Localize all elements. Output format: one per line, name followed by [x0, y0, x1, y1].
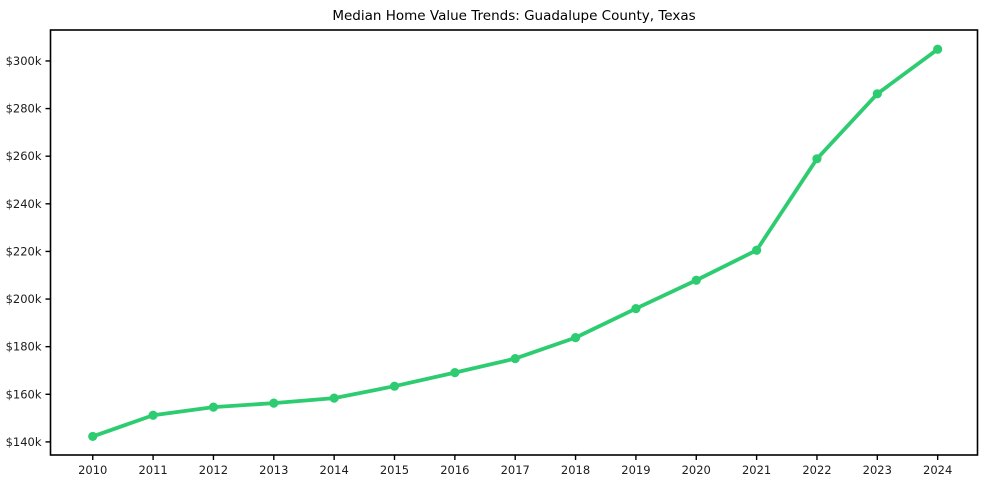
x-tick-label-2013: 2013	[259, 463, 288, 477]
x-tick-label-2016: 2016	[440, 463, 469, 477]
x-tick-label-2011: 2011	[138, 463, 167, 477]
data-point-2011	[148, 410, 158, 420]
y-tick-label-160k: $160k	[6, 387, 42, 401]
data-point-2021	[752, 245, 762, 255]
plot-border	[49, 29, 979, 456]
y-tick-label-260k: $260k	[6, 149, 42, 163]
x-tick-label-2024: 2024	[923, 463, 952, 477]
data-point-2023	[872, 89, 882, 99]
x-tick-label-2012: 2012	[199, 463, 228, 477]
chart-title: Median Home Value Trends: Guadalupe Coun…	[332, 8, 695, 24]
y-tick-label-300k: $300k	[6, 54, 42, 68]
data-point-2019	[631, 303, 641, 314]
data-point-2014	[329, 393, 339, 403]
x-tick-label-2010: 2010	[78, 463, 107, 477]
x-tick-label-2017: 2017	[501, 463, 530, 477]
data-point-2022	[812, 154, 822, 164]
x-tick-label-2014: 2014	[320, 463, 349, 477]
y-tick-label-280k: $280k	[6, 102, 42, 116]
x-tick-label-2021: 2021	[742, 463, 771, 477]
data-point-2013	[269, 398, 279, 408]
data-point-2010	[88, 431, 98, 442]
data-point-2017	[510, 353, 520, 364]
y-tick-label-140k: $140k	[6, 435, 42, 449]
x-tick-label-2018: 2018	[561, 463, 590, 477]
y-tick-label-200k: $200k	[6, 292, 42, 306]
x-tick-label-2015: 2015	[380, 463, 409, 477]
data-point-2020	[691, 275, 701, 285]
data-point-2015	[389, 381, 400, 391]
x-tick-label-2022: 2022	[802, 463, 831, 477]
x-tick-label-2019: 2019	[621, 463, 650, 477]
y-tick-label-180k: $180k	[6, 340, 42, 354]
data-point-2024	[933, 44, 943, 54]
data-point-2016	[450, 368, 460, 378]
data-point-2012	[208, 402, 219, 412]
y-tick-label-220k: $220k	[6, 244, 42, 258]
x-tick-label-2020: 2020	[682, 463, 711, 477]
y-tick-label-240k: $240k	[6, 197, 42, 211]
x-tick-label-2023: 2023	[863, 463, 892, 477]
data-point-2018	[570, 333, 581, 343]
